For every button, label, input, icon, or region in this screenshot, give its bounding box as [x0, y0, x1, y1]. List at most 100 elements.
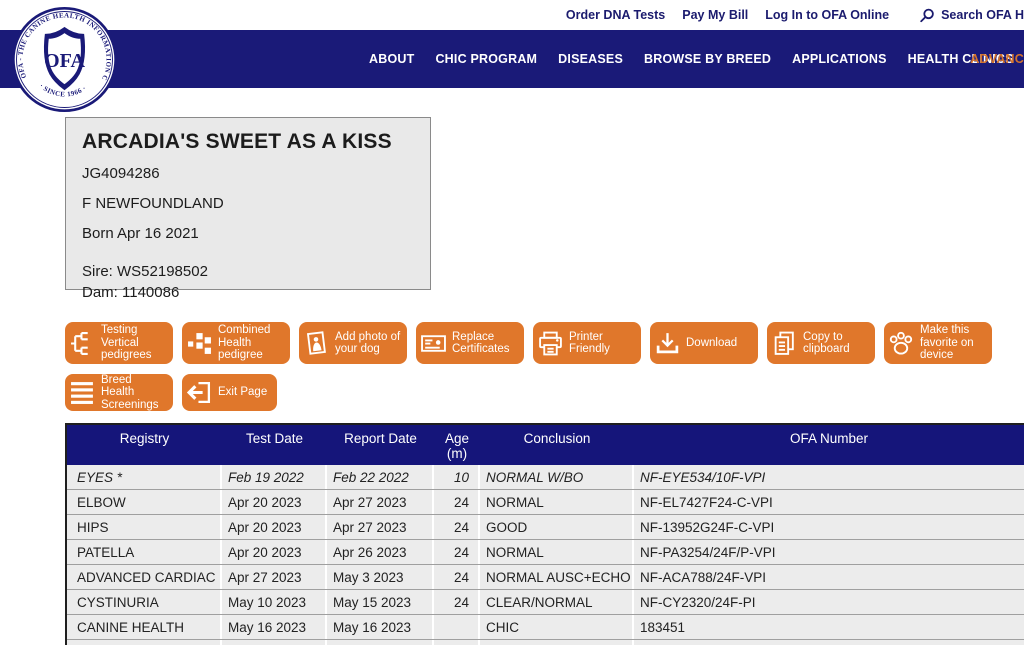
table-row: HIPS Apr 20 2023 Apr 27 2023 24 GOOD NF-…	[67, 515, 1024, 540]
pedigree-tree-icon	[71, 331, 88, 355]
button-label: Combined Health pedigree	[218, 324, 271, 362]
table-row-partial	[67, 640, 1024, 645]
search-label: Search OFA H	[941, 8, 1024, 22]
dog-registration: JG4094286	[82, 165, 160, 182]
nav-item-diseases[interactable]: DISEASES	[558, 52, 623, 66]
printer-icon	[539, 331, 562, 355]
health-results-table: Registry Test Date Report Date Age (m) C…	[65, 423, 1024, 645]
header-test-date: Test Date	[245, 431, 304, 446]
top-utility-bar: Order DNA Tests Pay My Bill Log In to OF…	[0, 0, 1024, 30]
cell-conclusion: CHIC	[480, 615, 632, 639]
nav-item-health-clinics[interactable]: HEALTH CLINICS	[907, 52, 1014, 66]
cell-report-date: May 3 2023	[327, 565, 432, 589]
cell-report-date: Apr 27 2023	[327, 490, 432, 514]
cell-registry: ELBOW	[67, 490, 220, 514]
button-label: Make this favorite on device	[920, 324, 974, 362]
cell-registry: PATELLA	[67, 540, 220, 564]
combined-health-pedigree-button[interactable]: Combined Health pedigree	[182, 322, 290, 364]
cell-registry: CYSTINURIA	[67, 590, 220, 614]
cell-test-date: Apr 20 2023	[222, 515, 325, 539]
action-row-1: Testing Vertical pedigrees Combined Heal…	[65, 322, 1024, 364]
button-label: Add photo of your dog	[335, 330, 401, 356]
exit-page-button[interactable]: Exit Page	[182, 374, 277, 411]
table-row: CANINE HEALTH May 16 2023 May 16 2023 CH…	[67, 615, 1024, 640]
button-label: Replace Certificates	[452, 330, 510, 356]
cell-test-date: Apr 27 2023	[222, 565, 325, 589]
cell-ofa-number: NF-CY2320/24F-PI	[634, 590, 1024, 614]
exit-arrow-icon	[187, 381, 211, 404]
cell-age	[434, 615, 478, 639]
nav-item-about[interactable]: ABOUT	[369, 52, 415, 66]
cell-report-date: Feb 22 2022	[327, 465, 432, 489]
nav-item-applications[interactable]: APPLICATIONS	[792, 52, 887, 66]
copy-icon	[774, 331, 794, 355]
dog-name: ARCADIA'S SWEET AS A KISS	[82, 130, 392, 153]
table-row: ADVANCED CARDIAC Apr 27 2023 May 3 2023 …	[67, 565, 1024, 590]
dog-sex-breed: F NEWFOUNDLAND	[82, 195, 224, 212]
download-icon	[656, 332, 679, 353]
logo-shield-text: OFA	[44, 50, 85, 72]
download-button[interactable]: Download	[650, 322, 758, 364]
breed-health-screenings-button[interactable]: Breed Health Screenings	[65, 374, 173, 411]
table-row: CYSTINURIA May 10 2023 May 15 2023 24 CL…	[67, 590, 1024, 615]
cell-age: 24	[434, 565, 478, 589]
cell-registry: ADVANCED CARDIAC	[67, 565, 220, 589]
header-ofa-number: OFA Number	[789, 431, 869, 446]
cell-test-date: May 10 2023	[222, 590, 325, 614]
main-nav-bar: ABOUT CHIC PROGRAM DISEASES BROWSE BY BR…	[0, 30, 1024, 88]
ofa-logo[interactable]: OFA - THE CANINE HEALTH INFORMATION CENT…	[3, 0, 123, 118]
table-row: ELBOW Apr 20 2023 Apr 27 2023 24 NORMAL …	[67, 490, 1024, 515]
cell-report-date: May 16 2023	[327, 615, 432, 639]
cell-ofa-number: NF-EL7427F24-C-VPI	[634, 490, 1024, 514]
button-label: Testing Vertical pedigrees	[101, 324, 152, 362]
make-favorite-button[interactable]: Make this favorite on device	[884, 322, 992, 364]
cell-conclusion: NORMAL	[480, 490, 632, 514]
action-row-2: Breed Health Screenings Exit Page	[65, 374, 1024, 411]
cell-ofa-number: NF-ACA788/24F-VPI	[634, 565, 1024, 589]
login-ofa-online-link[interactable]: Log In to OFA Online	[765, 8, 890, 22]
cell-age: 10	[434, 465, 478, 489]
cell-test-date: Apr 20 2023	[222, 490, 325, 514]
squares-grid-icon	[188, 332, 211, 354]
cell-report-date: May 15 2023	[327, 590, 432, 614]
pay-my-bill-link[interactable]: Pay My Bill	[682, 8, 749, 22]
copy-to-clipboard-button[interactable]: Copy to clipboard	[767, 322, 875, 364]
cell-registry: EYES *	[67, 465, 220, 489]
dog-dam: Dam: 1140086	[82, 284, 180, 301]
cell-ofa-number: NF-PA3254/24F/P-VPI	[634, 540, 1024, 564]
button-label: Exit Page	[218, 386, 268, 399]
nav-item-chic-program[interactable]: CHIC PROGRAM	[435, 52, 538, 66]
button-label: Breed Health Screenings	[101, 373, 159, 411]
header-age: Age (m)	[444, 431, 470, 461]
paw-icon	[889, 331, 913, 355]
cell-test-date: May 16 2023	[222, 615, 325, 639]
button-label: Printer Friendly	[569, 330, 610, 356]
cell-ofa-number: NF-EYE534/10F-VPI	[634, 465, 1024, 489]
cell-conclusion: NORMAL AUSC+ECHO	[480, 565, 632, 589]
printer-friendly-button[interactable]: Printer Friendly	[533, 322, 641, 364]
table-row: PATELLA Apr 20 2023 Apr 26 2023 24 NORMA…	[67, 540, 1024, 565]
order-dna-tests-link[interactable]: Order DNA Tests	[565, 8, 666, 22]
dog-sire: Sire: WS52198502	[82, 263, 208, 280]
certificate-icon	[421, 334, 446, 352]
search-icon	[920, 8, 934, 22]
nav-item-browse-by-breed[interactable]: BROWSE BY BREED	[644, 52, 772, 66]
action-buttons: Testing Vertical pedigrees Combined Heal…	[65, 322, 1024, 421]
cell-report-date: Apr 27 2023	[327, 515, 432, 539]
nav-item-advanced[interactable]: ADVANC	[970, 52, 1024, 66]
cell-conclusion: CLEAR/NORMAL	[480, 590, 632, 614]
replace-certificates-button[interactable]: Replace Certificates	[416, 322, 524, 364]
cell-conclusion: GOOD	[480, 515, 632, 539]
cell-ofa-number: NF-13952G24F-C-VPI	[634, 515, 1024, 539]
table-row: EYES * Feb 19 2022 Feb 22 2022 10 NORMAL…	[67, 465, 1024, 490]
dog-info-box: ARCADIA'S SWEET AS A KISS JG4094286 F NE…	[65, 117, 431, 301]
button-label: Download	[686, 336, 738, 349]
search-ofa-link[interactable]: Search OFA H	[920, 8, 1024, 23]
cell-conclusion: NORMAL	[480, 540, 632, 564]
testing-vertical-pedigrees-button[interactable]: Testing Vertical pedigrees	[65, 322, 173, 364]
table-header-row: Registry Test Date Report Date Age (m) C…	[67, 425, 1024, 465]
cell-report-date: Apr 26 2023	[327, 540, 432, 564]
cell-age: 24	[434, 540, 478, 564]
dog-born-date: Born Apr 16 2021	[82, 225, 199, 242]
add-photo-button[interactable]: Add photo of your dog	[299, 322, 407, 364]
